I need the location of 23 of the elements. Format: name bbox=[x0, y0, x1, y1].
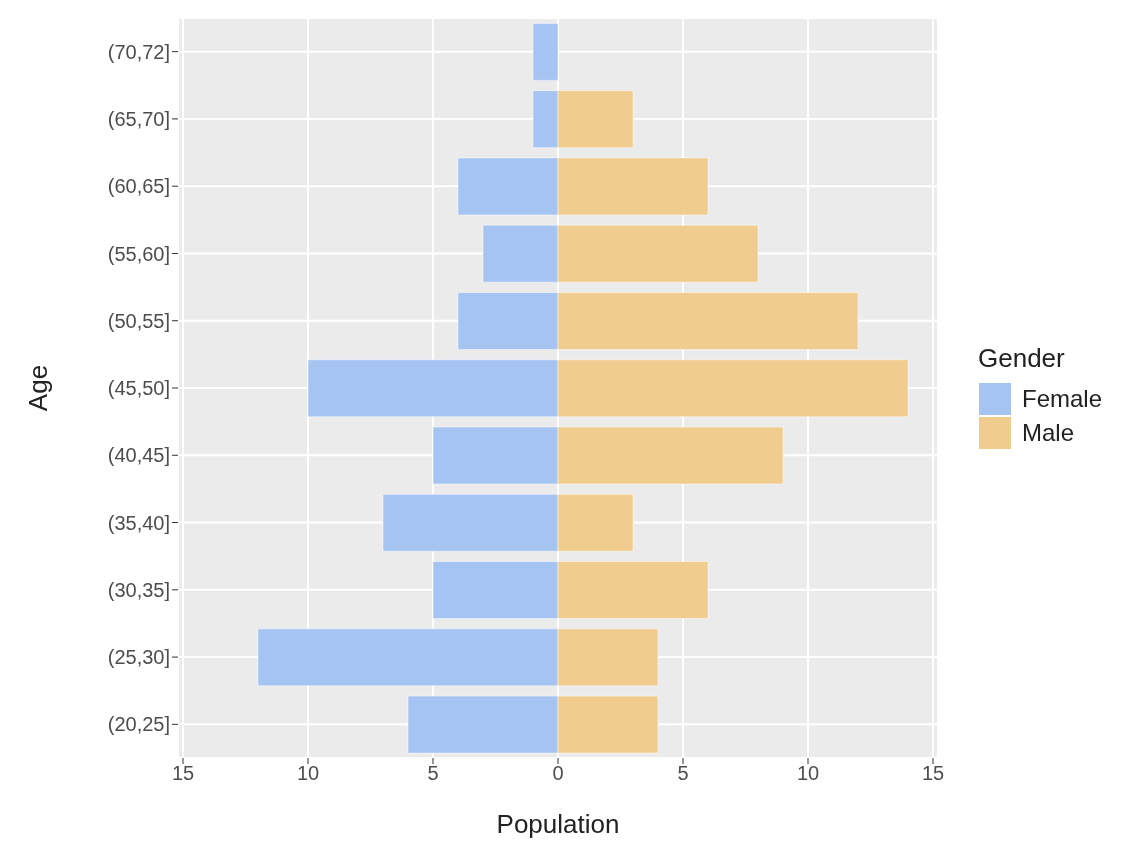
x-tick-label: 0 bbox=[552, 762, 564, 785]
x-tick-label: 10 bbox=[796, 762, 820, 785]
legend-title: Gender bbox=[978, 343, 1066, 374]
x-axis-title: Population bbox=[496, 809, 620, 839]
y-tick-label: (35,40] bbox=[107, 511, 170, 534]
x-tick-label: 15 bbox=[921, 762, 945, 785]
y-tick-label: (60,65] bbox=[107, 175, 170, 198]
y-tick-label: (30,35] bbox=[107, 578, 170, 601]
y-tick-label: (45,50] bbox=[107, 377, 170, 400]
y-tick-label: (25,30] bbox=[107, 646, 170, 669]
x-tick-label: 5 bbox=[427, 762, 439, 785]
y-tick-label: (50,55] bbox=[107, 309, 170, 332]
legend-label: Female bbox=[1022, 385, 1103, 413]
y-tick-label: (40,45] bbox=[107, 444, 170, 467]
y-tick-label: (70,72] bbox=[107, 40, 170, 63]
y-tick-label: (65,70] bbox=[107, 108, 170, 131]
x-tick-label: 15 bbox=[171, 762, 195, 785]
y-axis-title: Age bbox=[23, 364, 54, 412]
y-tick-label: (55,60] bbox=[107, 242, 170, 265]
x-tick-label: 5 bbox=[677, 762, 689, 785]
legend-label: Male bbox=[1022, 419, 1075, 447]
y-tick-label: (20,25] bbox=[107, 713, 170, 736]
x-tick-label: 10 bbox=[296, 762, 320, 785]
